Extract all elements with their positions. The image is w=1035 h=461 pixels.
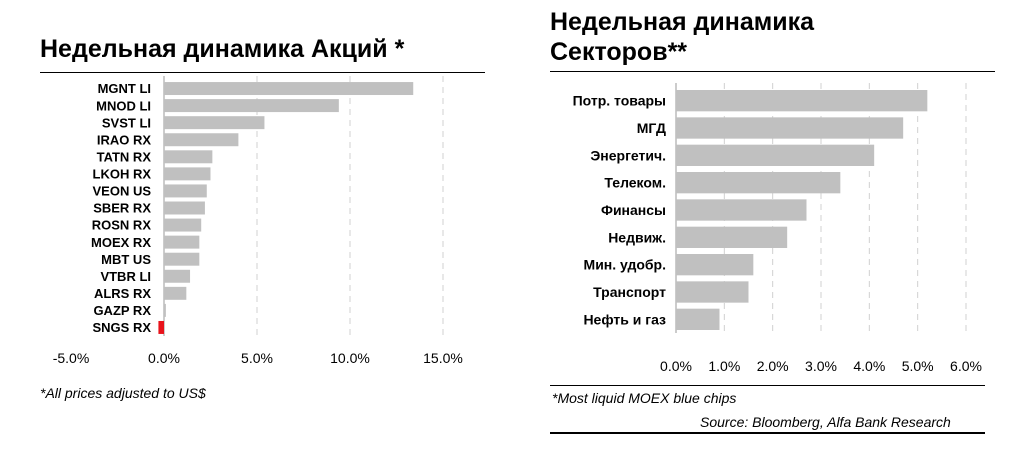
bar <box>164 235 200 249</box>
category-label: Энергетич. <box>590 147 666 163</box>
bar <box>164 252 200 266</box>
category-label: ALRS RX <box>94 286 151 301</box>
bar <box>676 308 720 330</box>
left-footnote: *All prices adjusted to US$ <box>40 385 206 401</box>
category-label: MBT US <box>101 252 151 267</box>
tick-label: 5.0% <box>241 350 273 366</box>
bar <box>164 99 339 113</box>
category-label: Финансы <box>601 202 666 218</box>
tick-label: -5.0% <box>53 350 90 366</box>
bar <box>676 144 875 166</box>
tick-label: 4.0% <box>853 358 885 374</box>
category-label: MOEX RX <box>91 235 151 250</box>
bar <box>164 201 205 215</box>
bar <box>676 281 749 303</box>
category-label: SVST LI <box>102 115 151 130</box>
right-footnote-rule <box>550 385 985 386</box>
tick-label: 0.0% <box>660 358 692 374</box>
bar <box>164 286 187 300</box>
tick-label: 10.0% <box>330 350 370 366</box>
right-bottom-rule <box>550 432 985 434</box>
tick-label: 3.0% <box>805 358 837 374</box>
bar <box>676 199 807 221</box>
bar <box>164 269 191 283</box>
right-bar-chart: Потр. товары МГД Энергетич. Телеком. Финансы… <box>573 83 982 374</box>
bar <box>164 184 207 198</box>
bar <box>676 226 788 248</box>
left-chart-title: Недельная динамика Акций * <box>40 35 405 63</box>
category-label: SNGS RX <box>92 320 151 335</box>
left-bar-chart: MGNT LI MNOD LI SVST LI IRAO RX TATN RX LKOH … <box>53 76 463 366</box>
category-label: Нефть и газ <box>583 311 666 327</box>
category-label: ROSN RX <box>92 218 152 233</box>
category-label: МГД <box>637 120 666 136</box>
right-title-rule <box>550 71 995 72</box>
category-label: Недвиж. <box>608 229 666 245</box>
right-chart-title-line2: Секторов** <box>550 38 688 66</box>
bar <box>164 116 265 130</box>
category-label: SBER RX <box>93 201 151 216</box>
bar <box>676 254 754 276</box>
bar <box>676 172 841 194</box>
category-label: Потр. товары <box>573 93 666 109</box>
tick-label: 2.0% <box>757 358 789 374</box>
category-label: TATN RX <box>97 149 152 164</box>
right-footnote: *Most liquid MOEX blue chips <box>552 390 737 406</box>
bar <box>164 82 414 96</box>
right-chart-panel: Недельная динамика Секторов** Потр. това… <box>540 0 1035 461</box>
bar <box>164 133 239 147</box>
category-label: GAZP RX <box>93 303 151 318</box>
tick-label: 0.0% <box>148 350 180 366</box>
right-source: Source: Bloomberg, Alfa Bank Research <box>700 414 951 430</box>
tick-label: 6.0% <box>950 358 982 374</box>
category-label: MGNT LI <box>98 81 151 96</box>
category-label: Транспорт <box>593 284 666 300</box>
bar <box>164 218 202 232</box>
left-chart-panel: Недельная динамика Акций * MGNT LI MNOD L… <box>40 35 485 401</box>
category-label: VTBR LI <box>100 269 151 284</box>
tick-label: 5.0% <box>902 358 934 374</box>
left-title-rule <box>40 72 485 73</box>
bar <box>158 320 164 334</box>
bar <box>164 150 213 164</box>
bar <box>676 90 928 112</box>
category-label: Телеком. <box>604 175 666 191</box>
bar <box>676 117 904 139</box>
bar <box>164 167 211 181</box>
right-chart-title-line1: Недельная динамика <box>550 8 815 36</box>
tick-label: 1.0% <box>708 358 740 374</box>
category-label: IRAO RX <box>97 132 152 147</box>
category-label: VEON US <box>92 184 151 199</box>
category-label: Мин. удобр. <box>584 257 666 273</box>
tick-label: 15.0% <box>423 350 463 366</box>
category-label: MNOD LI <box>96 98 151 113</box>
category-label: LKOH RX <box>93 167 152 182</box>
bar <box>164 303 166 317</box>
